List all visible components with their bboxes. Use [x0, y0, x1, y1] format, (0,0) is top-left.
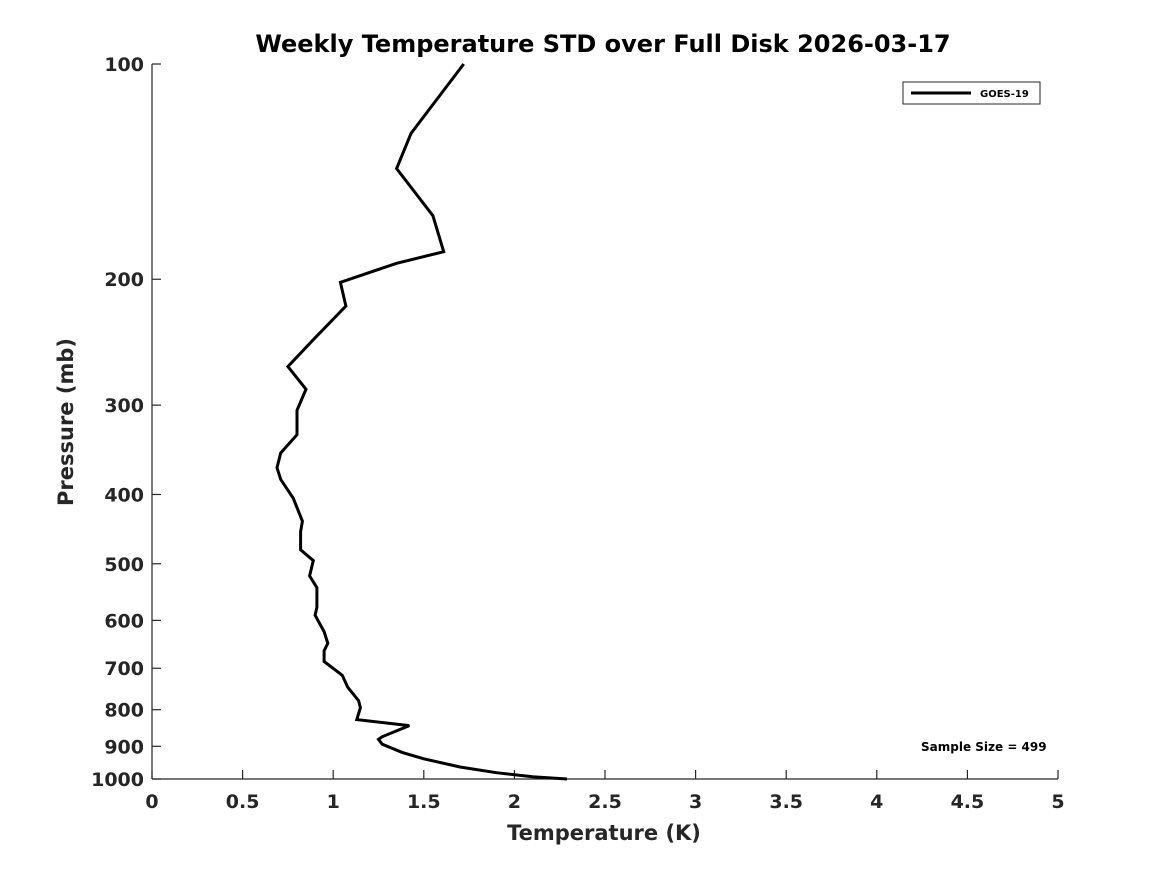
y-ticks: 100 200 300 400 500 600 700 800 900 1000: [91, 54, 161, 791]
chart-title: Weekly Temperature STD over Full Disk 20…: [255, 30, 950, 58]
series-line-goes-19: [275, 63, 567, 781]
x-tick-label: 4.5: [951, 791, 985, 813]
y-tick-label: 900: [104, 736, 144, 758]
legend: GOES-19: [902, 81, 1041, 105]
y-tick-label: 100: [104, 54, 144, 76]
x-tick-label: 0.5: [226, 791, 260, 813]
y-tick-label: 300: [104, 395, 144, 417]
y-axis-label: Pressure (mb): [54, 338, 78, 506]
y-tick-label: 1000: [91, 769, 144, 791]
y-tick-label: 600: [104, 610, 144, 632]
x-ticks: 0 0.5 1 1.5 2 2.5 3 3.5 4 4.5 5: [145, 770, 1065, 813]
x-tick-label: 3: [689, 791, 702, 813]
x-tick-label: 1: [327, 791, 340, 813]
y-tick-label: 200: [104, 269, 144, 291]
y-tick-label: 500: [104, 554, 144, 576]
x-tick-label: 0: [145, 791, 158, 813]
sample-size-annotation: Sample Size = 499: [921, 740, 1047, 754]
x-tick-label: 4: [870, 791, 883, 813]
x-axis-label: Temperature (K): [507, 821, 701, 845]
y-tick-label: 800: [104, 700, 144, 722]
legend-entry-label: GOES-19: [980, 89, 1029, 100]
x-tick-label: 3.5: [769, 791, 803, 813]
x-tick-label: 1.5: [407, 791, 441, 813]
x-tick-label: 5: [1051, 791, 1064, 813]
legend-box: [902, 81, 1041, 105]
x-tick-label: 2.5: [588, 791, 622, 813]
x-tick-label: 2: [508, 791, 521, 813]
y-tick-label: 400: [104, 484, 144, 506]
y-tick-label: 700: [104, 658, 144, 680]
